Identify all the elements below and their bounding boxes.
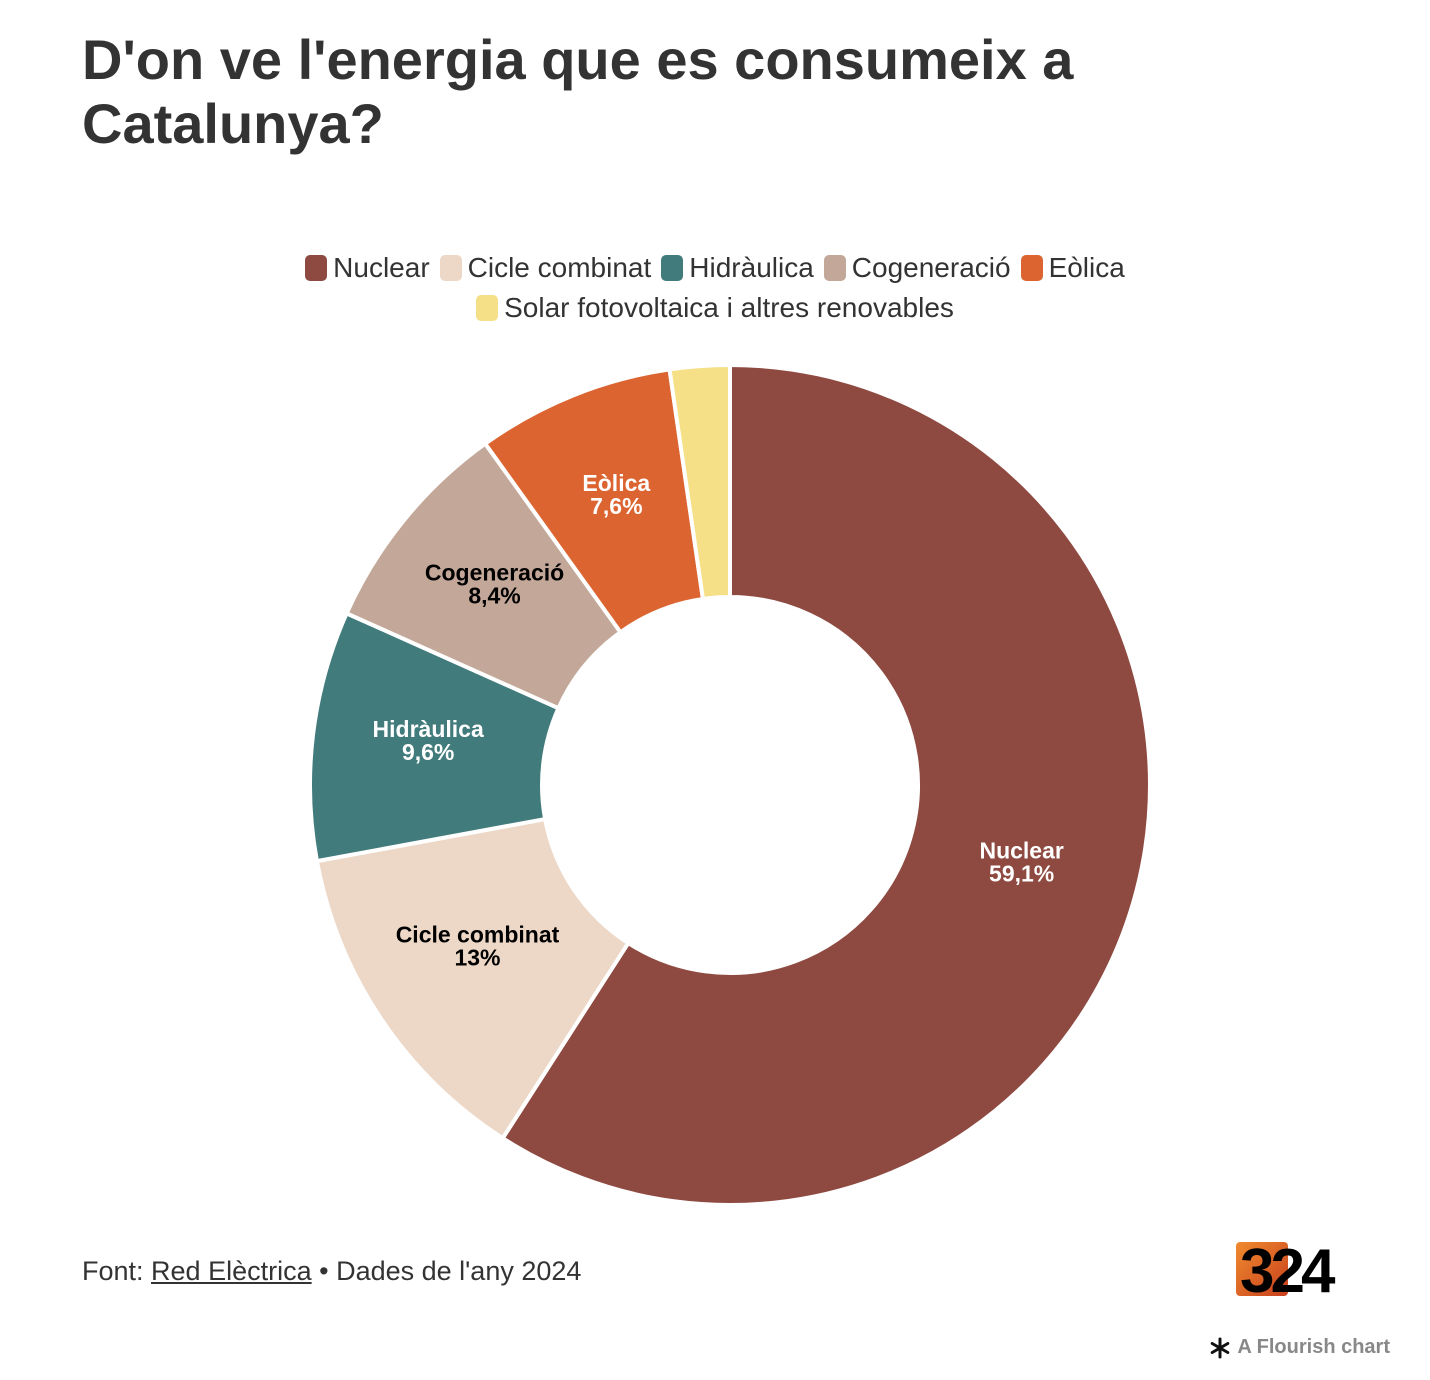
donut-slice[interactable]	[667, 363, 732, 601]
slice-label: Nuclear 59,1%	[979, 838, 1063, 887]
footer-source: Font: Red Elèctrica • Dades de l'any 202…	[82, 1256, 581, 1287]
legend-label: Cogeneració	[851, 252, 1011, 283]
slice-label: Hidràulica 9,6%	[373, 716, 484, 765]
legend-swatch	[305, 255, 328, 281]
source-prefix: Font:	[82, 1256, 152, 1286]
legend-swatch	[661, 255, 684, 281]
legend: Nuclear Cicle combinat Hidràulica Cogenerac…	[100, 252, 1330, 324]
flourish-asterisk-icon	[1211, 1337, 1230, 1358]
legend-label: Nuclear	[333, 252, 430, 283]
legend-swatch	[476, 295, 499, 321]
credit-text: A Flourish chart	[1237, 1336, 1390, 1358]
legend-label: Solar fotovoltaica i altres renovables	[504, 292, 954, 323]
legend-swatch	[1020, 255, 1043, 281]
donut-slice[interactable]	[308, 611, 561, 864]
legend-label: Hidràulica	[689, 252, 814, 283]
slice-label: Cogeneració 8,4%	[425, 560, 564, 609]
legend-item[interactable]: Eòlica	[1020, 252, 1125, 284]
channel-logo: 324	[1236, 1240, 1340, 1298]
legend-label: Eòlica	[1048, 252, 1125, 283]
legend-label: Cicle combinat	[467, 252, 652, 283]
source-suffix: • Dades de l'any 2024	[311, 1256, 582, 1286]
legend-item[interactable]: Nuclear	[305, 252, 430, 284]
slice-label: Cicle combinat 13%	[396, 921, 560, 970]
legend-item[interactable]: Cogeneració	[823, 252, 1011, 284]
chart-title: D'on ve l'energia que es consumeix a Cat…	[82, 28, 1074, 155]
legend-swatch	[823, 255, 846, 281]
legend-item[interactable]: Hidràulica	[661, 252, 814, 284]
legend-swatch	[439, 255, 462, 281]
legend-item[interactable]: Cicle combinat	[439, 252, 652, 284]
logo-text: 324	[1240, 1240, 1336, 1298]
donut-slice[interactable]	[500, 363, 1152, 1207]
flourish-credit[interactable]: A Flourish chart	[1209, 1336, 1390, 1359]
slice-label: Eòlica 7,6%	[582, 470, 650, 519]
legend-item[interactable]: Solar fotovoltaica i altres renovables	[476, 292, 954, 324]
source-link[interactable]: Red Elèctrica	[151, 1256, 312, 1286]
donut-slice[interactable]	[314, 817, 631, 1141]
